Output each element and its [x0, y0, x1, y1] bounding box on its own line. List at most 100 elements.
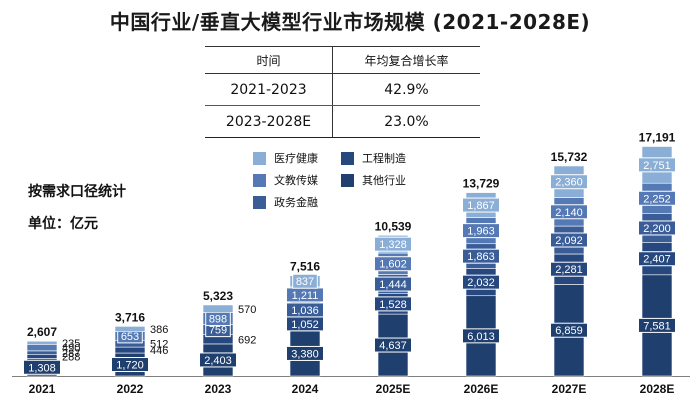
method-note: 按需求口径统计 — [28, 184, 126, 200]
table-header-period: 时间 — [205, 46, 333, 74]
data-label-box — [462, 223, 500, 239]
data-label-box — [462, 197, 500, 213]
data-label: 1,602 — [379, 259, 407, 271]
table-cell-cagr: 23.0% — [332, 105, 480, 138]
data-label-box — [374, 337, 412, 353]
data-label: 898 — [209, 314, 227, 326]
data-label: 6,013 — [467, 331, 495, 343]
bar-segment — [26, 354, 58, 359]
legend-label: 医疗健康 — [274, 152, 318, 165]
bar-segment — [26, 344, 58, 352]
data-label: 1,867 — [467, 200, 495, 212]
x-tick-label: 2024 — [292, 382, 319, 396]
table-cell-period: 2021-2023 — [205, 73, 333, 106]
x-tick-label: 2023 — [205, 382, 232, 396]
table-header-cagr: 年均复合增长率 — [332, 46, 480, 74]
data-label: 512 — [150, 339, 168, 351]
x-tick-label: 2021 — [29, 382, 56, 396]
legend-label: 政务金融 — [274, 196, 318, 209]
total-label: 5,323 — [203, 289, 233, 303]
total-label: 3,716 — [115, 310, 145, 324]
data-label: 490 — [62, 343, 80, 355]
data-label: 2,751 — [643, 160, 671, 172]
total-label: 15,732 — [551, 150, 588, 164]
chart-title: 中国行业/垂直大模型行业市场规模 (2021-2028E) — [109, 10, 591, 34]
data-label-box — [550, 204, 588, 220]
legend-item-manufacturing: 工程制造 — [341, 150, 406, 165]
data-label-box — [550, 322, 588, 338]
bar-segment — [114, 346, 146, 354]
data-label: 1,720 — [116, 360, 144, 372]
x-tick-label: 2028E — [640, 382, 675, 396]
legend-item-education-media: 文教传媒 — [253, 172, 318, 187]
data-label: 2,407 — [643, 254, 671, 266]
data-label: 1,036 — [291, 305, 319, 317]
legend-label: 工程制造 — [362, 152, 406, 165]
total-label: 13,729 — [463, 177, 500, 191]
total-label: 17,191 — [639, 131, 676, 145]
data-label: 2,403 — [204, 355, 232, 367]
data-label-box — [462, 248, 500, 264]
data-label-box — [286, 345, 324, 361]
data-label-box — [111, 357, 149, 373]
data-label-box — [23, 359, 61, 375]
data-label: 1,052 — [291, 319, 319, 331]
legend-swatch-healthcare — [253, 151, 266, 165]
total-label: 10,539 — [375, 219, 412, 233]
legend-swatch-education-media — [253, 173, 266, 187]
data-label-box — [638, 317, 676, 333]
table-cell-period: 2023-2028E — [205, 105, 333, 138]
bar-segment — [26, 350, 58, 355]
data-label-box — [550, 261, 588, 277]
data-label: 692 — [238, 334, 256, 346]
data-label: 1,863 — [467, 251, 495, 263]
x-tick-label: 2026E — [464, 382, 499, 396]
data-label: 570 — [238, 304, 256, 316]
data-label: 1,328 — [379, 239, 407, 251]
data-label: 837 — [296, 276, 314, 288]
data-label: 2,092 — [555, 235, 583, 247]
data-label-box — [374, 236, 412, 252]
data-label: 288 — [62, 352, 80, 364]
data-label: 446 — [150, 345, 168, 357]
bar-segment — [114, 326, 146, 332]
bar-segment — [26, 340, 58, 345]
unit-note: 单位：亿元 — [28, 216, 98, 232]
data-label: 653 — [121, 331, 139, 343]
data-label-box — [462, 328, 500, 344]
data-label-box — [638, 220, 676, 236]
data-label: 1,308 — [28, 362, 56, 374]
data-label-box — [638, 190, 676, 206]
legend-item-other: 其他行业 — [341, 172, 406, 187]
data-label-box — [462, 274, 500, 290]
data-label: 2,360 — [555, 177, 583, 189]
data-label: 2,281 — [555, 264, 583, 276]
total-label: 2,607 — [27, 325, 57, 339]
data-label: 1,444 — [379, 279, 407, 291]
data-label: 6,859 — [555, 325, 583, 337]
data-label-box — [374, 256, 412, 272]
data-label-box — [638, 251, 676, 267]
data-label: 7,581 — [643, 320, 671, 332]
chart-notes: 按需求口径统计 单位：亿元 — [28, 176, 126, 240]
legend-label: 其他行业 — [362, 174, 406, 187]
table-cell-cagr: 42.9% — [332, 73, 480, 106]
data-label: 386 — [150, 324, 168, 336]
data-label: 4,637 — [379, 340, 407, 352]
data-label: 2,200 — [643, 223, 671, 235]
legend-swatch-other — [341, 173, 354, 187]
data-label: 287 — [62, 348, 80, 360]
cagr-table: 时间 年均复合增长率 2021-2023 42.9% 2023-2028E 23… — [205, 46, 480, 138]
bar-segment — [202, 304, 234, 313]
data-label: 2,140 — [555, 207, 583, 219]
x-tick-label: 2027E — [552, 382, 587, 396]
data-label-box — [374, 276, 412, 292]
data-label: 3,380 — [291, 348, 319, 360]
data-label: 2,252 — [643, 193, 671, 205]
data-label-box — [374, 296, 412, 312]
data-label-box — [550, 232, 588, 248]
data-label: 1,528 — [379, 299, 407, 311]
legend-swatch-government-finance — [253, 195, 266, 209]
data-label-box — [638, 157, 676, 173]
